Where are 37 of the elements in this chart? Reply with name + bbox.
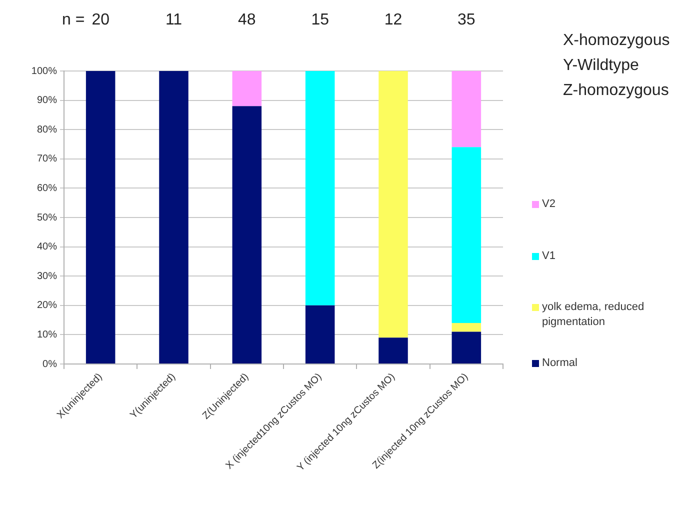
bar (378, 71, 408, 338)
text: 48 (238, 11, 256, 28)
bar (452, 147, 482, 323)
text: X-homozygous (563, 31, 670, 51)
text: 15 (311, 11, 330, 28)
y-tick-label: 60% (36, 182, 58, 194)
legend-label: Normal (542, 356, 578, 371)
y-tick-label: 70% (36, 154, 58, 165)
y-tick-label: 90% (36, 95, 58, 106)
bar (452, 332, 482, 364)
y-tick-label: 10% (36, 329, 58, 340)
y-tick-label: 20% (36, 300, 58, 312)
y-tick-label: 100% (31, 66, 58, 77)
legend-label: V2 (542, 197, 556, 212)
y-tick-label: 30% (36, 270, 58, 282)
bar (305, 305, 335, 364)
y-tick-label: 50% (36, 212, 58, 224)
text: 11 (165, 11, 182, 28)
bar (452, 71, 482, 148)
bar (159, 71, 188, 364)
text: Z-homozygous (563, 81, 670, 101)
text: 20 (92, 11, 110, 28)
legend-label: V1 (542, 249, 556, 264)
y-tick-label: 40% (36, 242, 58, 253)
bar (378, 338, 408, 364)
y-tick-label: 80% (36, 124, 58, 136)
bar (232, 106, 262, 364)
bar (305, 71, 335, 306)
bar (86, 71, 116, 364)
y-tick-label: 0% (42, 358, 58, 370)
text: Y-Wildtype (563, 56, 640, 76)
text: n = (62, 11, 85, 28)
text: 12 (384, 11, 402, 28)
legend-label: yolk edema, reduced pigmentation (542, 300, 646, 330)
bar (232, 71, 262, 106)
text: 35 (458, 11, 476, 28)
bar (452, 322, 482, 332)
